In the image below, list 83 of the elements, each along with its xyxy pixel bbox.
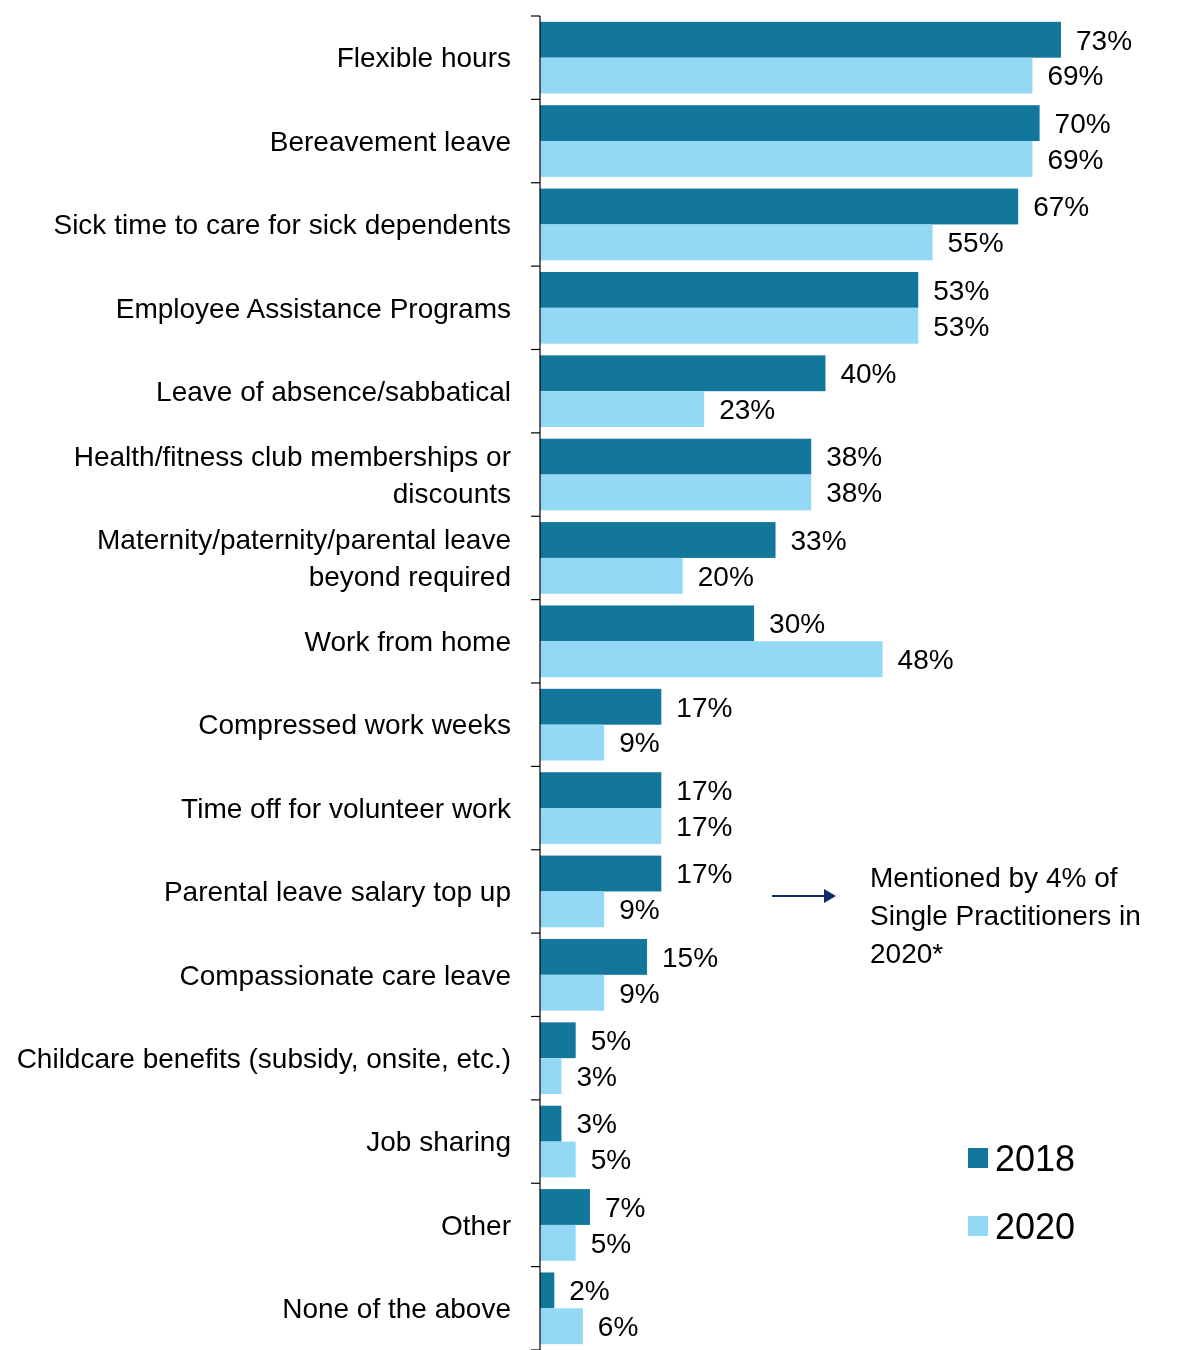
data-label: 33% xyxy=(790,524,847,556)
data-label: 53% xyxy=(933,310,990,342)
data-label: 30% xyxy=(769,608,826,640)
bar xyxy=(540,224,933,261)
data-label: 20% xyxy=(697,560,754,592)
annotation: Mentioned by 4% of Single Practitioners in 2020* xyxy=(870,861,1141,969)
data-label: 17% xyxy=(676,858,733,890)
legend-label: 2018 xyxy=(995,1137,1076,1179)
bar xyxy=(540,808,662,844)
bar xyxy=(540,391,705,428)
y-tick-label: Compressed work weeks xyxy=(198,709,511,741)
y-tick-label: Flexible hours xyxy=(336,42,511,74)
y-tick-label: Sick time to care for sick dependents xyxy=(53,209,511,241)
legend-label: 2020 xyxy=(995,1205,1076,1247)
data-label: 15% xyxy=(662,941,719,973)
y-tick-label: Maternity/paternity/parental leave beyond required xyxy=(97,524,511,593)
data-label: 5% xyxy=(590,1025,632,1057)
data-label: 55% xyxy=(947,227,1004,259)
bar xyxy=(540,271,919,308)
bar xyxy=(540,474,812,511)
data-label: 70% xyxy=(1054,107,1111,139)
bar xyxy=(540,438,812,475)
data-label: 23% xyxy=(719,393,776,425)
bar xyxy=(540,641,883,678)
bar xyxy=(540,1058,562,1095)
data-label: 40% xyxy=(840,358,897,390)
bar xyxy=(540,1141,576,1178)
y-tick-label: Time off for volunteer work xyxy=(181,792,512,824)
bar xyxy=(540,105,1040,142)
y-tick-label: Compassionate care leave xyxy=(179,959,511,991)
data-label: 9% xyxy=(619,977,660,1009)
y-tick-label: Job sharing xyxy=(366,1126,511,1158)
bar xyxy=(540,307,919,344)
data-label: 53% xyxy=(933,274,990,306)
bar xyxy=(540,1189,590,1225)
data-label: 17% xyxy=(676,810,733,842)
bar xyxy=(540,688,662,725)
bar xyxy=(540,1105,562,1142)
data-label: 69% xyxy=(1047,60,1104,92)
data-label: 67% xyxy=(1033,191,1090,223)
data-label: 38% xyxy=(826,441,883,473)
data-label: 69% xyxy=(1047,143,1104,175)
data-label: 9% xyxy=(619,727,660,759)
bar xyxy=(540,355,826,392)
data-label: 38% xyxy=(826,477,883,509)
data-label: 2% xyxy=(569,1275,610,1307)
y-tick-label: Employee Assistance Programs xyxy=(115,292,511,324)
bar xyxy=(540,855,662,892)
data-label: 3% xyxy=(576,1108,617,1140)
bar xyxy=(540,1272,555,1309)
data-label: 5% xyxy=(590,1227,632,1259)
data-label: 3% xyxy=(576,1060,617,1092)
y-tick-label: Bereavement leave xyxy=(269,125,511,157)
bar xyxy=(540,557,683,594)
data-label: 6% xyxy=(597,1311,639,1343)
bar xyxy=(540,938,648,975)
bar xyxy=(540,21,1061,58)
bar xyxy=(540,891,605,928)
bar xyxy=(540,188,1019,225)
data-label: 7% xyxy=(604,1191,646,1223)
bar xyxy=(540,522,776,558)
data-label: 17% xyxy=(676,774,733,806)
bar xyxy=(540,605,755,642)
data-label: 17% xyxy=(676,691,733,723)
y-tick-label: Health/fitness club memberships or discounts xyxy=(73,440,511,509)
data-label: 9% xyxy=(619,894,660,926)
y-tick-label: Childcare benefits (subsidy, onsite, etc.) xyxy=(16,1042,511,1074)
bar xyxy=(540,57,1033,94)
bar xyxy=(540,1308,583,1345)
data-label: 73% xyxy=(1076,24,1133,56)
y-tick-label: Leave of absence/sabbatical xyxy=(156,375,511,407)
bar xyxy=(540,724,605,761)
y-tick-label: Work from home xyxy=(304,626,511,658)
data-label: 48% xyxy=(897,644,954,676)
y-tick-label: None of the above xyxy=(282,1293,511,1325)
bar xyxy=(540,974,605,1011)
bar xyxy=(540,141,1033,177)
data-label: 5% xyxy=(590,1144,632,1176)
y-tick-label: Other xyxy=(440,1209,511,1241)
bar xyxy=(540,1022,576,1059)
bar xyxy=(540,1224,576,1261)
y-tick-label: Parental leave salary top up xyxy=(163,876,511,908)
bar xyxy=(540,772,662,809)
